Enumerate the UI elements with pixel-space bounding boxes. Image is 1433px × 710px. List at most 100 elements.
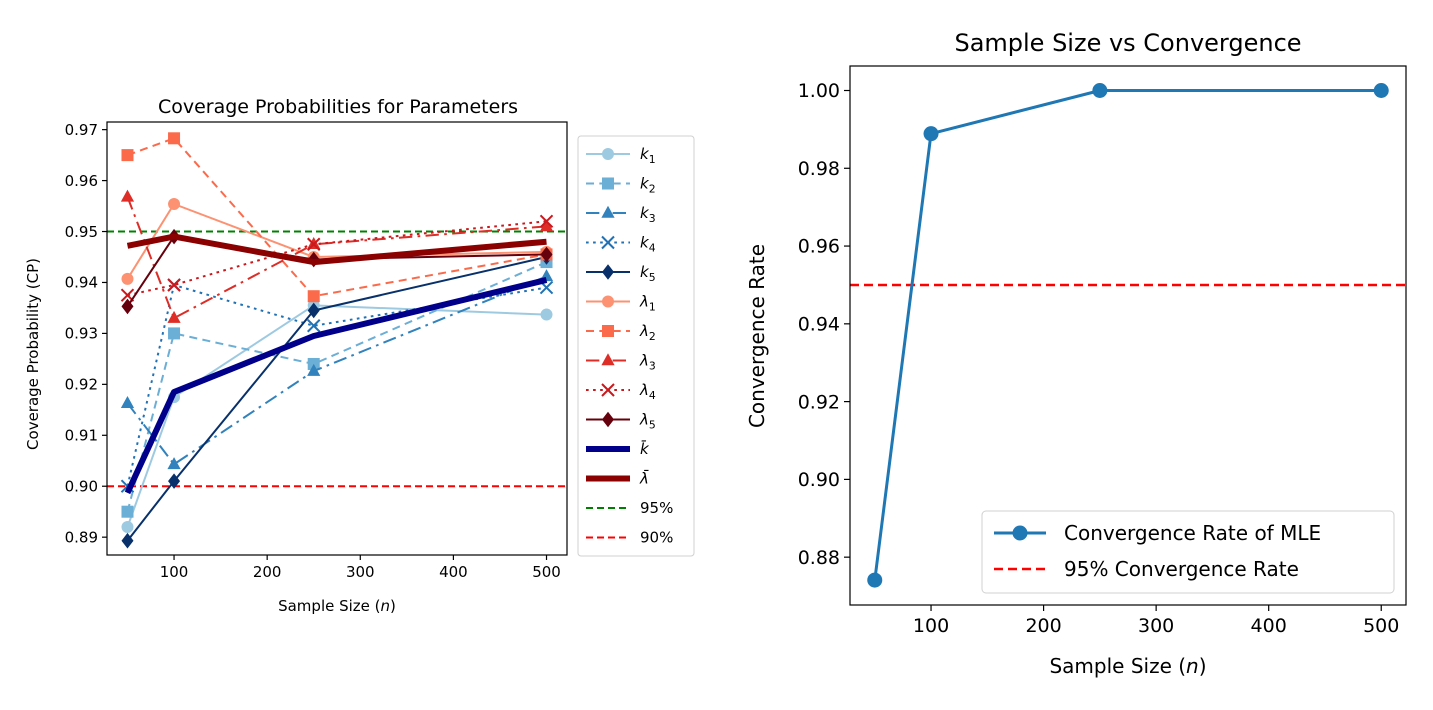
chart2-plot-area: 100 200 300 400 500 0.88 0.90 0.92 0.94 0.96 0.98 1…: [798, 65, 1407, 637]
data-point: [120, 395, 135, 408]
legend-label: 90%: [640, 529, 673, 547]
data-point: [121, 520, 134, 533]
series-line: [126, 261, 547, 512]
x-tick-label: 300: [346, 563, 375, 581]
x-tick-label: 200: [1025, 615, 1061, 637]
chart2-xlabel: Sample Size (n): [1049, 654, 1206, 678]
plot-frame: [849, 65, 1407, 606]
series-line: [126, 275, 547, 466]
data-point: [1373, 83, 1389, 98]
data-point: [540, 308, 553, 321]
data-point: [120, 189, 135, 202]
series-lines: [120, 132, 554, 549]
legend-label: λ3: [639, 352, 656, 373]
chart2-title: Sample Size vs Convergence: [954, 29, 1301, 57]
legend-marker: [602, 325, 614, 337]
y-tick-label: 0.94: [798, 313, 840, 335]
data-point: [167, 310, 181, 323]
data-point: [539, 214, 554, 229]
series-line: [127, 137, 547, 298]
x-tick-label: 300: [1138, 615, 1174, 637]
legend-label: 95%: [640, 499, 673, 517]
convergence-chart: Sample Size vs Convergence 100 200 300 400 5…: [745, 29, 1407, 678]
y-tick-label: 1.00: [798, 80, 840, 102]
legend-marker: [602, 295, 614, 308]
legend-label: λ5: [639, 411, 656, 432]
legend-label: 95% Convergence Rate: [1064, 557, 1299, 581]
y-tick-label: 0.91: [65, 427, 98, 445]
x-tick-label: 500: [532, 563, 561, 581]
legend-label: λ1: [639, 293, 656, 314]
series-line: [126, 196, 547, 320]
data-point: [121, 149, 134, 162]
legend-label: k4: [640, 234, 656, 255]
data-point: [168, 132, 181, 145]
legend-label: λ4: [639, 381, 656, 402]
legend-label: k̄: [640, 439, 650, 458]
chart1-ylabel: Coverage Probability (CP): [24, 258, 42, 450]
series-line: [124, 276, 548, 495]
data-point: [1092, 83, 1108, 98]
legend-marker: [1012, 525, 1028, 541]
series-line: [873, 89, 1382, 581]
data-point: [121, 298, 134, 315]
legend-marker: [601, 353, 615, 366]
x-tick-label: 100: [160, 563, 189, 581]
y-tick-label: 0.92: [798, 391, 840, 413]
x-tick-label: 500: [1363, 615, 1399, 637]
legend-marker: [602, 411, 614, 428]
x-tick-label: 200: [253, 563, 282, 581]
data-point: [540, 246, 553, 263]
y-tick-label: 0.95: [65, 223, 98, 241]
series-line: [126, 256, 547, 542]
y-tick-label: 0.94: [65, 274, 98, 292]
y-tick-label: 0.89: [65, 528, 98, 546]
y-tick-label: 0.92: [65, 376, 98, 394]
chart1-legend: k1 k2 k3 k4 k5 λ1 λ2 λ3 λ4 λ5 k̄ λ̄ 95% 90%: [577, 135, 695, 557]
legend-marker: [602, 264, 614, 280]
data-point: [307, 319, 321, 333]
data-point: [307, 290, 320, 303]
legend-label: k5: [640, 263, 656, 284]
y-tick-label: 0.96: [798, 236, 840, 258]
chart2-ylabel: Convergence Rate: [745, 244, 769, 428]
y-tick-label: 0.97: [65, 121, 98, 139]
series-line: [126, 233, 547, 266]
legend-marker: [602, 177, 614, 190]
legend-marker: [601, 383, 615, 397]
legend-marker: [601, 205, 615, 218]
y-tick-label: 0.98: [798, 158, 840, 180]
legend-label: k3: [640, 204, 656, 225]
data-point: [167, 457, 181, 470]
data-point: [923, 126, 939, 142]
data-point: [121, 272, 134, 285]
chart1-title: Coverage Probabilities for Parameters: [158, 96, 518, 118]
x-tick-label: 100: [913, 615, 949, 637]
legend-label: k2: [640, 175, 656, 196]
data-point: [121, 532, 134, 549]
legend-marker: [602, 148, 614, 160]
data-point: [539, 219, 554, 232]
data-point: [168, 327, 181, 340]
coverage-chart: Coverage Probabilities for Parameters 10…: [24, 96, 695, 615]
x-tick-label: 400: [439, 563, 468, 581]
data-point: [867, 572, 883, 588]
data-point: [167, 278, 181, 292]
chart1-plot-area: 100 200 300 400 500 0.89 0.90 0.91 0.92 0.93 0.94 0…: [65, 121, 568, 581]
legend-label: λ2: [639, 322, 656, 343]
y-tick-label: 0.96: [65, 172, 98, 190]
y-tick-label: 0.93: [65, 325, 98, 343]
legend-label: k1: [640, 145, 656, 166]
data-point: [307, 237, 321, 251]
legend-frame: [981, 510, 1395, 594]
data-point: [121, 505, 134, 518]
y-tick-label: 0.88: [798, 547, 840, 569]
chart2-legend: Convergence Rate of MLE 95% Convergence R…: [981, 510, 1395, 594]
legend-label: Convergence Rate of MLE: [1064, 521, 1321, 545]
y-tick-label: 0.90: [65, 477, 98, 495]
legend-marker: [601, 235, 615, 250]
legend-frame: [577, 135, 695, 557]
data-point: [168, 198, 181, 211]
y-tick-label: 0.90: [798, 469, 840, 491]
series-line: [127, 220, 547, 297]
